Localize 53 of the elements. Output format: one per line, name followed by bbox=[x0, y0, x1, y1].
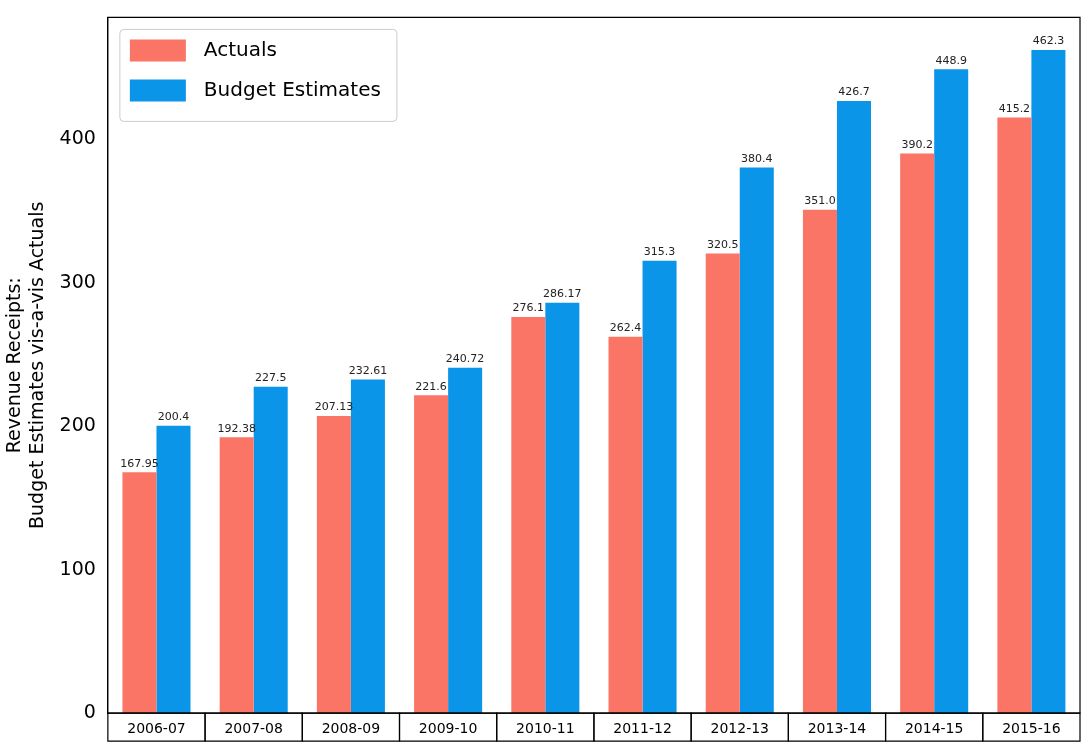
y-axis-title: Revenue Receipts: Budget Estimates vis-a-vis Actuals bbox=[2, 201, 48, 529]
x-tick-label: 2014-15 bbox=[904, 720, 964, 737]
bar bbox=[1031, 49, 1066, 714]
bar bbox=[997, 117, 1032, 714]
x-tick-label: 2006-07 bbox=[127, 720, 186, 737]
bar bbox=[642, 260, 677, 714]
data-label: 390.2 bbox=[901, 137, 933, 151]
bar bbox=[705, 253, 740, 714]
data-label: 448.9 bbox=[935, 53, 967, 67]
data-label: 276.1 bbox=[512, 301, 545, 315]
y-tick-label: 100 bbox=[59, 556, 96, 579]
data-label: 286.17 bbox=[543, 287, 582, 301]
data-label: 221.6 bbox=[415, 379, 447, 393]
bar bbox=[608, 336, 643, 714]
x-tick-label: 2008-09 bbox=[321, 720, 381, 737]
x-tick-label: 2009-10 bbox=[418, 720, 478, 737]
y-tick-label: 400 bbox=[59, 126, 96, 149]
data-label: 262.4 bbox=[609, 321, 642, 335]
x-tick-label: 2012-13 bbox=[710, 720, 769, 737]
data-label: 320.5 bbox=[706, 237, 739, 251]
x-tick-label: 2007-08 bbox=[224, 720, 283, 737]
data-label: 351.0 bbox=[804, 194, 836, 207]
data-label: 200.4 bbox=[157, 410, 190, 424]
data-label: 232.61 bbox=[348, 363, 388, 377]
bar bbox=[739, 167, 774, 714]
legend-label: Actuals bbox=[203, 36, 277, 61]
data-label: 315.3 bbox=[643, 245, 676, 259]
data-label: 462.3 bbox=[1032, 34, 1065, 48]
x-tick-label: 2011-12 bbox=[613, 720, 672, 737]
bar bbox=[316, 416, 351, 714]
x-tick-label: 2013-14 bbox=[807, 720, 867, 737]
data-label: 415.2 bbox=[998, 101, 1031, 115]
bar bbox=[122, 472, 157, 714]
x-tick-label: 2015-16 bbox=[1002, 720, 1061, 737]
bar bbox=[802, 209, 837, 714]
data-label: 227.5 bbox=[254, 371, 287, 385]
bar bbox=[934, 69, 969, 714]
bar bbox=[219, 437, 254, 714]
data-label: 380.4 bbox=[741, 151, 773, 165]
bar bbox=[545, 302, 580, 714]
legend-label: Budget Estimates bbox=[203, 76, 381, 101]
y-tick-label: 300 bbox=[59, 269, 96, 292]
bar bbox=[156, 425, 191, 714]
bar bbox=[836, 101, 871, 714]
data-label: 426.7 bbox=[838, 85, 870, 99]
bar bbox=[448, 367, 483, 714]
bar bbox=[511, 317, 546, 714]
bar bbox=[900, 153, 935, 714]
y-tick-label: 200 bbox=[59, 413, 96, 436]
bar bbox=[414, 395, 449, 714]
y-tick-label: 0 bbox=[83, 700, 96, 723]
x-tick-label: 2010-11 bbox=[516, 720, 575, 737]
data-label: 240.72 bbox=[445, 352, 485, 366]
